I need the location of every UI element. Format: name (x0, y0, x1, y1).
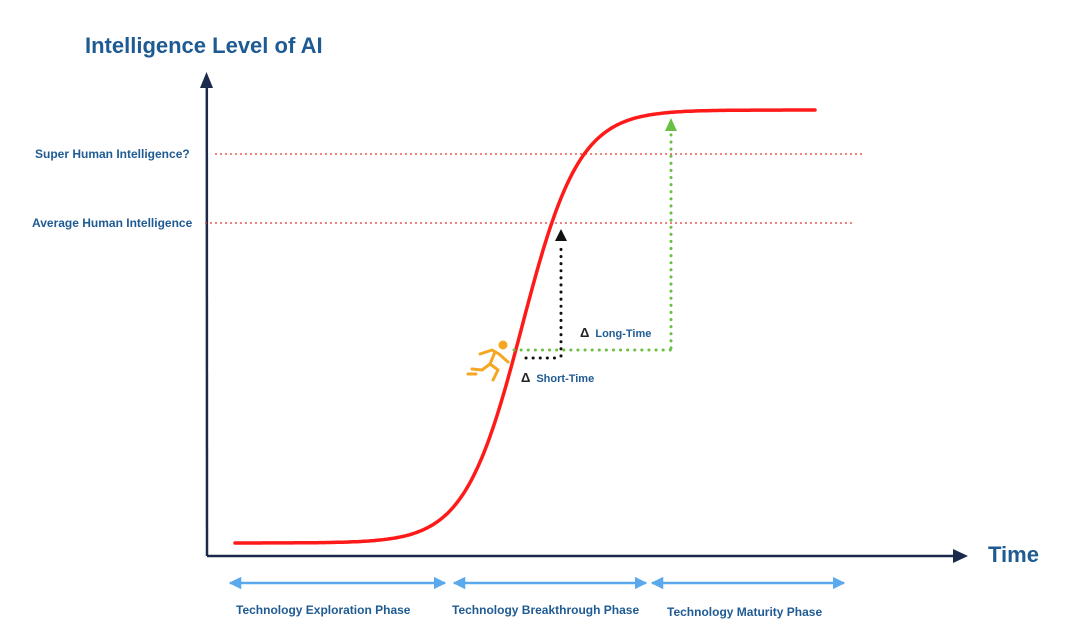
axes (200, 72, 968, 563)
running-person-icon (466, 340, 510, 382)
short-time-path (524, 229, 567, 360)
maturity-phase-label: Technology Maturity Phase (667, 605, 823, 619)
long-time-arrowhead (665, 118, 677, 131)
y-axis-title: Intelligence Level of AI (85, 33, 323, 58)
s-curve (233, 108, 817, 545)
x-axis-title: Time (988, 542, 1039, 567)
y-axis-arrowhead (200, 72, 213, 88)
short-time-arrowhead (555, 229, 567, 241)
breakthrough-phase-label: Technology Breakthrough Phase (452, 603, 640, 617)
long-time-path (512, 118, 677, 352)
short-time-text: Short-Time (536, 373, 595, 385)
exploration-phase-label: Technology Exploration Phase (236, 603, 411, 617)
long-time-label: Δ Long-Time (580, 325, 651, 340)
short-time-delta-symbol: Δ (521, 370, 531, 385)
average-human-level-label: Average Human Intelligence (32, 216, 193, 230)
short-time-label: Δ Short-Time (521, 370, 594, 385)
long-time-text: Long-Time (595, 328, 652, 340)
super-human-level-label: Super Human Intelligence? (35, 147, 190, 161)
x-axis-arrowhead (953, 549, 968, 563)
long-time-delta-symbol: Δ (580, 325, 590, 340)
